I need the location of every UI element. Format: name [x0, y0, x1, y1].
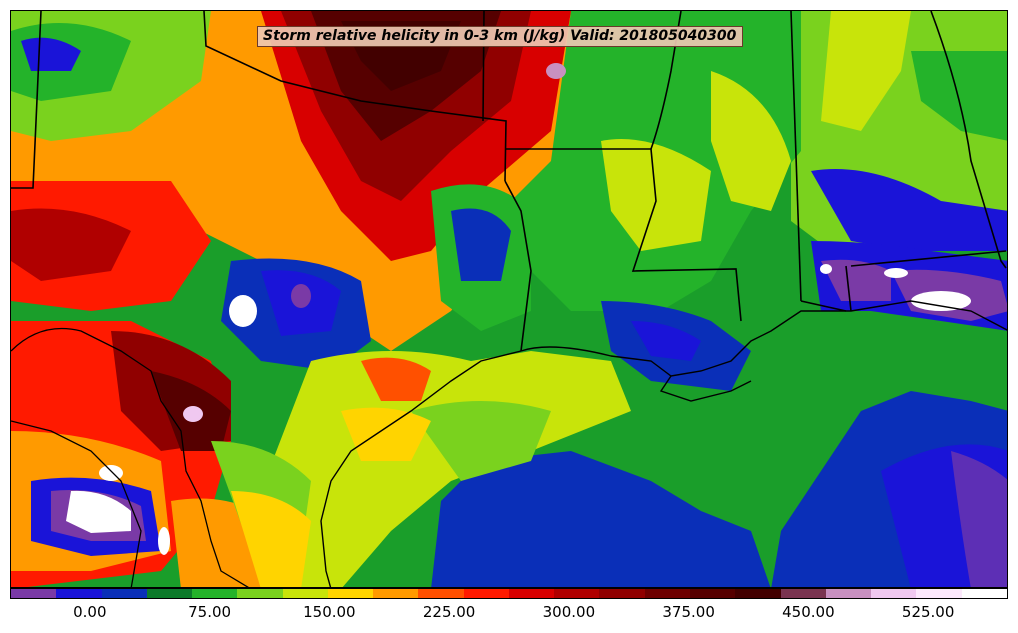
colorbar-segment	[916, 589, 962, 598]
helicity-map: Storm relative helicity in 0-3 km (J/kg)…	[10, 10, 1008, 588]
colorbar-segment	[644, 589, 690, 598]
colorbar-segment	[508, 589, 555, 598]
colorbar-segment	[599, 589, 645, 598]
colorbar-tick-label: 375.00	[662, 603, 715, 621]
coastline	[320, 300, 1007, 587]
colorbar	[10, 588, 1008, 599]
colorbar-segment	[871, 589, 917, 598]
colorbar-ticks: 0.00 75.00 150.00 225.00 300.00 375.00 450.00 5…	[10, 600, 1008, 626]
colorbar-segment	[101, 589, 147, 598]
colorbar-segment	[463, 589, 509, 598]
colorbar-segment	[554, 589, 600, 598]
colorbar-segment	[961, 589, 1007, 598]
colorbar-segment	[418, 589, 464, 598]
colorbar-segment	[327, 589, 374, 598]
colorbar-segment	[11, 589, 57, 598]
colorbar-segment	[735, 589, 781, 598]
map-title: Storm relative helicity in 0-3 km (J/kg)…	[257, 26, 744, 47]
state-borders	[11, 11, 1007, 352]
colorbar-segment	[146, 589, 193, 598]
colorbar-tick-label: 150.00	[303, 603, 356, 621]
helicity-field	[11, 11, 1007, 587]
colorbar-tick-label: 525.00	[901, 603, 955, 621]
colorbar-tick-label: 0.00	[73, 603, 107, 621]
colorbar-tick-label: 75.00	[188, 603, 232, 621]
colorbar-tick-label: 300.00	[542, 603, 596, 621]
colorbar-tick-label: 225.00	[422, 603, 476, 621]
colorbar-tick-label: 450.00	[782, 603, 835, 621]
colorbar-segment	[56, 589, 102, 598]
mexico-border	[11, 327, 249, 587]
colorbar-segment	[780, 589, 826, 598]
colorbar-segment	[689, 589, 736, 598]
colorbar-segment	[282, 589, 328, 598]
colorbar-segment	[825, 589, 872, 598]
colorbar-segment	[192, 589, 238, 598]
colorbar-segment	[237, 589, 283, 598]
colorbar-segment	[373, 589, 419, 598]
